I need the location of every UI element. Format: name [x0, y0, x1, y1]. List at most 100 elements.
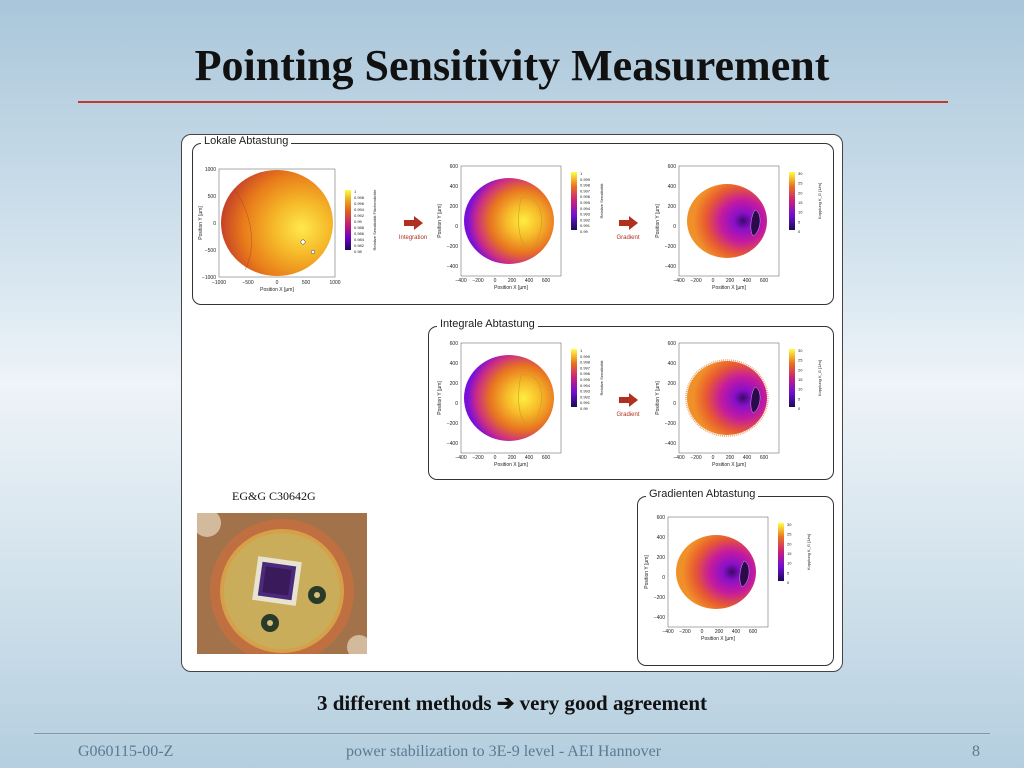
tick-x: 400: [525, 455, 534, 461]
arrow-gradient-1: Gradient: [613, 216, 643, 241]
tick-x: 600: [760, 278, 769, 284]
x-axis-label: Position X [µm]: [712, 462, 746, 468]
tick-x: −400: [455, 278, 466, 284]
tick-y: −200: [665, 244, 676, 250]
tick-x: −500: [242, 280, 253, 286]
tick-y: −400: [665, 264, 676, 270]
group-label-integrale: Integrale Abtastung: [437, 318, 538, 330]
sensor-map: [221, 170, 333, 276]
y-axis-label: Position Y [µm]: [655, 381, 661, 415]
tick-y: −500: [205, 248, 216, 254]
arrow-integration: Integration: [398, 216, 428, 241]
tick-x: 0: [712, 455, 715, 461]
plot-integrated-sensitivity-2: −400 −200 0 200 400 600 600 400 200 0 −200 −400 Posi…: [433, 335, 608, 480]
colorbar-tick: 20: [787, 541, 792, 546]
tick-x: 600: [542, 455, 551, 461]
colorbar-tick: 1: [580, 171, 583, 176]
colorbar: [571, 349, 577, 407]
plot-frame: [218, 168, 336, 278]
group-label-lokale: Lokale Abtastung: [201, 135, 292, 147]
colorbar-tick: 25: [798, 358, 803, 363]
tick-x: −200: [472, 455, 483, 461]
tick-y: 400: [668, 184, 677, 190]
slide-title: Pointing Sensitivity Measurement: [194, 41, 830, 90]
group-integrale-abtastung: Integrale Abtastung −400 −200 0 200 400 600 60…: [428, 318, 834, 480]
slide-number: 8: [972, 743, 980, 760]
colorbar-tick: 0.99: [580, 229, 589, 234]
colorbar: [345, 190, 351, 250]
colorbar-tick: 0.998: [580, 360, 591, 365]
colorbar-tick: 0.994: [354, 207, 365, 212]
group-label-gradienten: Gradienten Abtastung: [646, 488, 759, 500]
sensor-map: [464, 355, 554, 441]
colorbar-tick: 0: [798, 229, 801, 234]
tick-x: 200: [726, 455, 735, 461]
colorbar-tick: 5: [798, 396, 801, 401]
tick-x: 200: [508, 278, 517, 284]
colorbar-tick: 5: [798, 219, 801, 224]
plot-svg: −400 −200 0 200 400 6006004002000−200−400Posi…: [655, 341, 822, 468]
tick-y: 500: [208, 194, 217, 200]
arrow-gradient-label: Gradient: [616, 412, 640, 418]
tick-y: 400: [668, 361, 677, 367]
colorbar-label: Relative Sensitivität: [599, 360, 604, 396]
colorbar-tick: 0.996: [580, 194, 591, 199]
colorbar-tick: 0.994: [580, 383, 591, 388]
colorbar-tick: 0.997: [580, 188, 591, 193]
y-axis-label: Position Y [µm]: [655, 204, 661, 238]
colorbar-tick: 0.995: [580, 200, 591, 205]
tick-y: 0: [673, 224, 676, 230]
colorbar-tick: 30: [787, 522, 792, 527]
tick-y: 600: [668, 164, 677, 170]
colorbar-tick: 0.995: [580, 377, 591, 382]
colorbar-tick: 0.984: [354, 237, 365, 242]
colorbar: [789, 172, 795, 230]
colorbar-tick: 0.996: [354, 201, 365, 206]
x-axis-label: Position X [µm]: [701, 636, 735, 642]
colorbar-tick: 0.998: [580, 183, 591, 188]
tick-y: 600: [657, 515, 666, 521]
plot-local-sensitivity: −1000 −500 0 500 1000 1000 500 0 −500 −1…: [195, 160, 385, 300]
group-lokale-abtastung: Lokale Abtastung: [192, 135, 834, 305]
tick-x: 600: [749, 629, 758, 635]
colorbar-tick: 0.993: [580, 389, 591, 394]
colorbar-tick: 5: [787, 570, 790, 575]
colorbar-tick: 0.993: [580, 212, 591, 217]
plot-frame: [667, 516, 769, 628]
tick-y: 200: [657, 555, 666, 561]
tick-x: −200: [690, 278, 701, 284]
sensor-map: [687, 184, 767, 258]
group-gradienten-abtastung: Gradienten Abtastung −400 −200 0 200 400 600 6…: [637, 488, 834, 666]
colorbar-tick: 0.992: [580, 217, 591, 222]
colorbar-tick: 0.994: [580, 206, 591, 211]
tick-x: −200: [690, 455, 701, 461]
colorbar-tick: 0.999: [580, 177, 591, 182]
colorbar-tick: 0.986: [354, 231, 365, 236]
tick-x: 200: [726, 278, 735, 284]
tick-x: 400: [743, 455, 752, 461]
colorbar-tick: 25: [798, 181, 803, 186]
tick-x: −1000: [212, 280, 226, 286]
colorbar-tick: 15: [798, 200, 803, 205]
tick-y: −200: [447, 421, 458, 427]
y-axis-label: Position Y [µm]: [644, 555, 650, 589]
footer-divider: [34, 733, 990, 734]
tick-x: −400: [662, 629, 673, 635]
colorbar-tick: 0.996: [580, 371, 591, 376]
tick-y: 400: [450, 184, 459, 190]
x-axis-label: Position X [µm]: [712, 285, 746, 291]
tick-y: −200: [447, 244, 458, 250]
plot-local-svg: −1000 −500 0 500 1000 1000 500 0 −500 −1…: [198, 167, 377, 293]
colorbar-tick: 15: [798, 377, 803, 382]
summary-statement: 3 different methods ➔ very good agreemen…: [0, 691, 1024, 716]
tick-y: −400: [447, 264, 458, 270]
plot-svg: −400 −200 0 200 400 6006004002000−200−400Posi…: [437, 341, 604, 468]
colorbar-label: Kopplung K_G [1/m]: [817, 360, 822, 396]
tick-y: 600: [450, 341, 459, 347]
tick-y: 0: [455, 401, 458, 407]
tick-x: 400: [525, 278, 534, 284]
colorbar: [571, 172, 577, 230]
tick-x: 0: [276, 280, 279, 286]
tick-x: 1000: [329, 280, 340, 286]
figure-panel: Lokale Abtastung: [181, 134, 843, 672]
